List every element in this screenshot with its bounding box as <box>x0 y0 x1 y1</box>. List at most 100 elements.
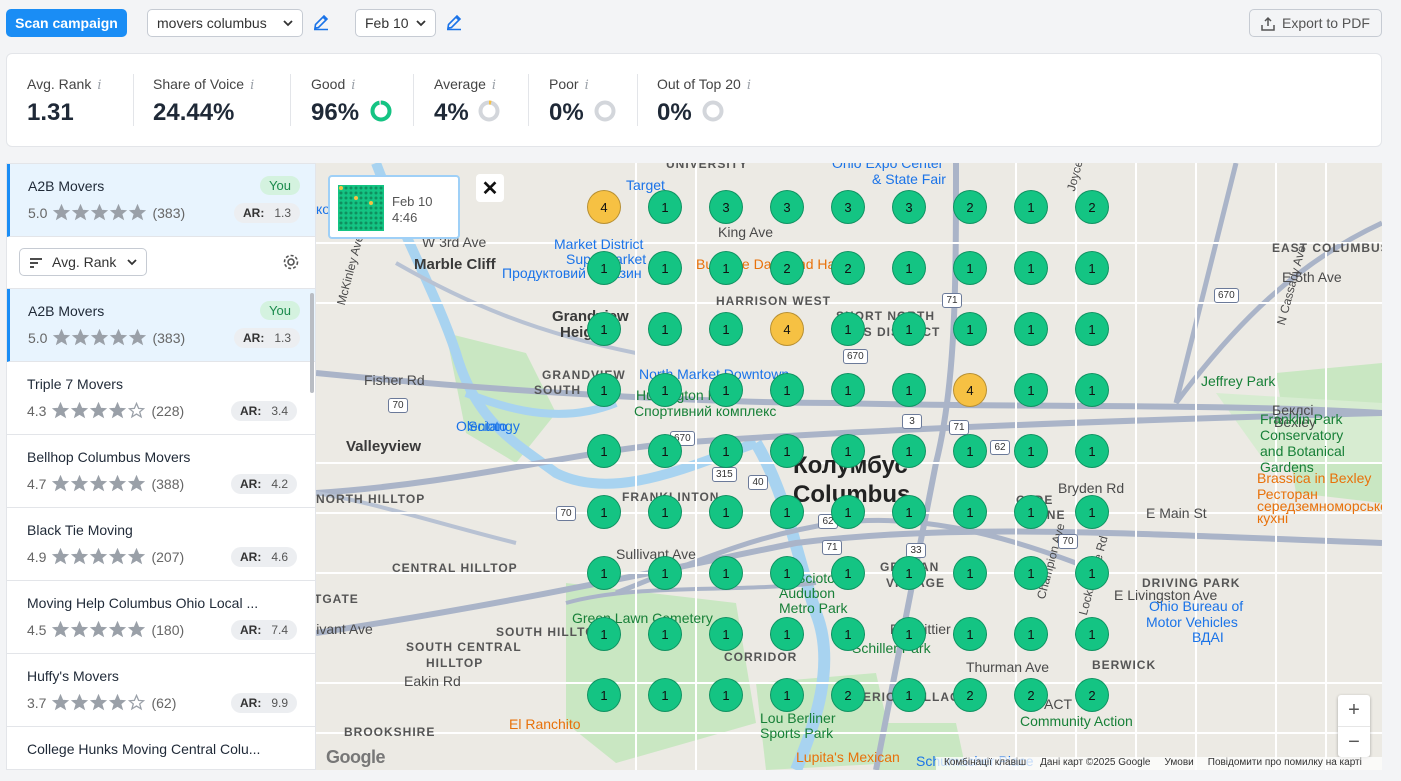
rank-pin[interactable]: 1 <box>709 373 743 407</box>
rank-pin[interactable]: 1 <box>770 495 804 529</box>
rank-pin[interactable]: 1 <box>1014 190 1048 224</box>
rank-pin[interactable]: 1 <box>953 312 987 346</box>
terms-link[interactable]: Умови <box>1164 757 1194 768</box>
info-icon[interactable]: i <box>746 78 751 93</box>
rank-pin[interactable]: 1 <box>892 556 926 590</box>
business-card[interactable]: Black Tie Moving 4.9 (207) AR: 4.6 <box>7 508 315 581</box>
rank-pin[interactable]: 1 <box>831 312 865 346</box>
rank-pin[interactable]: 2 <box>953 678 987 712</box>
rank-pin[interactable]: 1 <box>892 251 926 285</box>
rank-pin[interactable]: 1 <box>770 617 804 651</box>
rank-pin[interactable]: 2 <box>831 251 865 285</box>
rank-pin[interactable]: 1 <box>1014 251 1048 285</box>
rank-pin[interactable]: 1 <box>648 312 682 346</box>
business-card[interactable]: Moving Help Columbus Ohio Local ... 4.5 (1… <box>7 581 315 654</box>
rank-pin[interactable]: 2 <box>1075 190 1109 224</box>
rank-pin[interactable]: 1 <box>770 373 804 407</box>
pinned-business-card[interactable]: A2B Movers You 5.0 (383) AR: 1.3 <box>7 164 315 237</box>
rank-pin[interactable]: 1 <box>709 434 743 468</box>
rank-pin[interactable]: 1 <box>648 251 682 285</box>
business-card[interactable]: Huffy's Movers 3.7 (62) AR: 9.9 <box>7 654 315 727</box>
rank-pin[interactable]: 1 <box>831 556 865 590</box>
rank-pin[interactable]: 1 <box>587 678 621 712</box>
rank-pin[interactable]: 1 <box>1014 556 1048 590</box>
rank-pin[interactable]: 1 <box>1075 495 1109 529</box>
rank-pin[interactable]: 1 <box>892 495 926 529</box>
rank-pin[interactable]: 1 <box>587 556 621 590</box>
rank-pin[interactable]: 1 <box>648 678 682 712</box>
scrollbar[interactable] <box>310 293 314 393</box>
rank-pin[interactable]: 2 <box>770 251 804 285</box>
rank-pin[interactable]: 1 <box>770 556 804 590</box>
rank-pin[interactable]: 1 <box>1014 312 1048 346</box>
rank-pin[interactable]: 1 <box>892 617 926 651</box>
rank-pin[interactable]: 1 <box>1014 495 1048 529</box>
rank-pin[interactable]: 1 <box>709 678 743 712</box>
rank-pin[interactable]: 1 <box>587 251 621 285</box>
business-card[interactable]: Bellhop Columbus Movers 4.7 (388) AR: 4.2 <box>7 435 315 508</box>
info-icon[interactable]: i <box>584 78 589 93</box>
rank-pin[interactable]: 1 <box>953 251 987 285</box>
rank-pin[interactable]: 1 <box>648 495 682 529</box>
rank-pin[interactable]: 1 <box>770 434 804 468</box>
zoom-out-button[interactable]: − <box>1338 726 1370 757</box>
edit-date-pencil-icon[interactable] <box>445 13 463 31</box>
business-card[interactable]: A2B Movers You 5.0 (383) AR: 1.3 <box>7 289 315 362</box>
keyword-select[interactable]: movers columbus <box>147 9 303 37</box>
rank-pin[interactable]: 1 <box>892 373 926 407</box>
info-icon[interactable]: i <box>491 78 497 93</box>
rank-pin[interactable]: 1 <box>1075 434 1109 468</box>
close-popup-button[interactable]: ✕ <box>476 174 504 202</box>
date-select[interactable]: Feb 10 <box>355 9 436 37</box>
info-icon[interactable]: i <box>97 78 102 93</box>
rank-pin[interactable]: 4 <box>770 312 804 346</box>
rank-pin[interactable]: 4 <box>953 373 987 407</box>
rank-pin[interactable]: 2 <box>1075 678 1109 712</box>
rank-pin[interactable]: 1 <box>831 434 865 468</box>
rank-pin[interactable]: 2 <box>1014 678 1048 712</box>
rank-pin[interactable]: 1 <box>953 617 987 651</box>
rank-pin[interactable]: 1 <box>648 556 682 590</box>
rank-pin[interactable]: 1 <box>709 556 743 590</box>
rank-pin[interactable]: 1 <box>587 373 621 407</box>
rank-pin[interactable]: 1 <box>587 617 621 651</box>
rank-pin[interactable]: 3 <box>709 190 743 224</box>
rank-pin[interactable]: 3 <box>892 190 926 224</box>
rank-pin[interactable]: 1 <box>1075 251 1109 285</box>
rank-pin[interactable]: 1 <box>1075 617 1109 651</box>
rank-pin[interactable]: 1 <box>648 617 682 651</box>
rank-pin[interactable]: 1 <box>709 251 743 285</box>
rank-pin[interactable]: 1 <box>1014 617 1048 651</box>
scan-campaign-button[interactable]: Scan campaign <box>6 9 127 37</box>
sort-select[interactable]: Avg. Rank <box>19 248 147 276</box>
rank-pin[interactable]: 1 <box>953 556 987 590</box>
info-icon[interactable]: i <box>250 78 255 93</box>
rank-pin[interactable]: 1 <box>953 434 987 468</box>
rank-pin[interactable]: 1 <box>831 617 865 651</box>
business-card[interactable]: College Hunks Moving Central Colu... <box>7 727 315 769</box>
export-pdf-button[interactable]: Export to PDF <box>1249 9 1382 37</box>
zoom-in-button[interactable]: + <box>1348 699 1360 721</box>
rank-pin[interactable]: 1 <box>648 190 682 224</box>
rank-pin[interactable]: 4 <box>587 190 621 224</box>
rank-pin[interactable]: 2 <box>831 678 865 712</box>
rank-pin[interactable]: 1 <box>831 373 865 407</box>
rank-pin[interactable]: 1 <box>1075 556 1109 590</box>
rank-pin[interactable]: 1 <box>1075 373 1109 407</box>
rank-pin[interactable]: 1 <box>648 373 682 407</box>
rank-pin[interactable]: 1 <box>1014 373 1048 407</box>
rank-pin[interactable]: 3 <box>831 190 865 224</box>
rank-pin[interactable]: 1 <box>831 495 865 529</box>
rank-pin[interactable]: 1 <box>770 678 804 712</box>
gear-icon[interactable] <box>282 253 300 271</box>
info-icon[interactable]: i <box>351 78 356 93</box>
rank-pin[interactable]: 1 <box>587 495 621 529</box>
rank-pin[interactable]: 1 <box>1075 312 1109 346</box>
rank-pin[interactable]: 3 <box>770 190 804 224</box>
keyboard-shortcuts-link[interactable]: Комбінації клавіш <box>944 757 1027 768</box>
rank-pin[interactable]: 1 <box>709 617 743 651</box>
rank-pin[interactable]: 1 <box>892 678 926 712</box>
business-card[interactable]: Triple 7 Movers 4.3 (228) AR: 3.4 <box>7 362 315 435</box>
rank-pin[interactable]: 1 <box>953 495 987 529</box>
